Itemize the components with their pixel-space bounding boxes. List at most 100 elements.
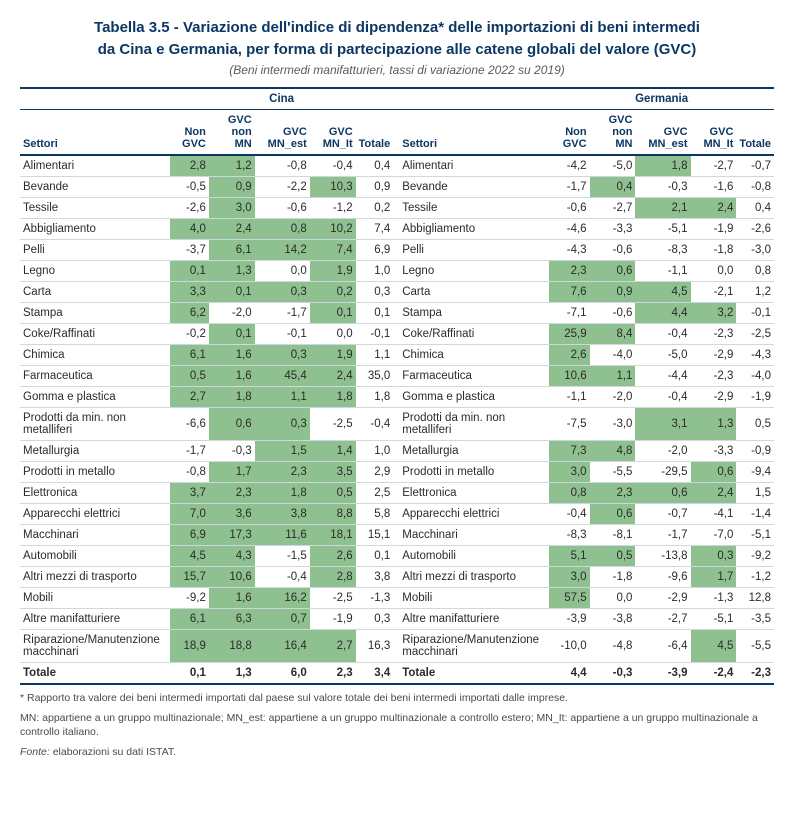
sector-label: Gomma e plastica: [20, 386, 170, 407]
cell-germ: 1,5: [736, 482, 774, 503]
cell-cina: 1,8: [255, 482, 310, 503]
cell-cina: 4,3: [209, 545, 255, 566]
sector-label: Automobili: [20, 545, 170, 566]
cell-cina: 15,1: [356, 524, 394, 545]
cell-cina: 18,9: [170, 629, 209, 662]
cell-germ: -8,1: [590, 524, 636, 545]
sector-label: Prodotti in metallo: [399, 461, 549, 482]
sector-label: Macchinari: [399, 524, 549, 545]
cell-germ: -4,6: [549, 218, 589, 239]
col-g2: GVC MN_est: [635, 109, 690, 155]
cell-germ: -8,3: [635, 239, 690, 260]
cell-cina: -1,7: [170, 440, 209, 461]
cell-cina: 4,0: [170, 218, 209, 239]
sector-label: Apparecchi elettrici: [20, 503, 170, 524]
cell-cina: 0,1: [209, 323, 255, 344]
total-cina: 3,4: [356, 662, 394, 684]
col-g4: Totale: [736, 109, 774, 155]
cell-cina: 4,5: [170, 545, 209, 566]
cell-germ: 0,5: [590, 545, 636, 566]
cell-germ: 0,0: [691, 260, 737, 281]
sector-label: Farmaceutica: [20, 365, 170, 386]
sector-label: Altre manifatturiere: [399, 608, 549, 629]
sector-label: Prodotti da min. non metalliferi: [399, 407, 549, 440]
cell-germ: -2,3: [691, 323, 737, 344]
cell-germ: -4,0: [736, 365, 774, 386]
col-c1: GVC non MN: [209, 109, 255, 155]
cell-cina: 2,3: [209, 482, 255, 503]
cell-cina: -0,1: [356, 323, 394, 344]
cell-cina: 1,5: [255, 440, 310, 461]
cell-germ: 2,6: [549, 344, 589, 365]
cell-germ: -3,3: [691, 440, 737, 461]
cell-cina: 2,4: [209, 218, 255, 239]
cell-cina: 1,0: [356, 260, 394, 281]
total-germ: -0,3: [590, 662, 636, 684]
cell-germ: -2,6: [736, 218, 774, 239]
cell-cina: 2,3: [255, 461, 310, 482]
sector-label: Automobili: [399, 545, 549, 566]
cell-cina: -0,8: [255, 155, 310, 177]
cell-cina: 0,2: [310, 281, 356, 302]
cell-cina: 6,2: [170, 302, 209, 323]
sector-label: Tessile: [399, 197, 549, 218]
cell-cina: 0,2: [356, 197, 394, 218]
total-cina: 2,3: [310, 662, 356, 684]
cell-cina: 6,9: [170, 524, 209, 545]
header-group-row: Cina Germania: [20, 88, 774, 110]
cell-cina: 6,1: [170, 344, 209, 365]
table-row: Macchinari6,917,311,618,115,1Macchinari-…: [20, 524, 774, 545]
cell-germ: -0,4: [549, 503, 589, 524]
cell-germ: -5,1: [691, 608, 737, 629]
cell-germ: 7,6: [549, 281, 589, 302]
cell-cina: 16,3: [356, 629, 394, 662]
sector-label: Prodotti da min. non metalliferi: [20, 407, 170, 440]
cell-germ: -0,7: [635, 503, 690, 524]
group-cina: Cina: [170, 88, 393, 110]
cell-germ: 57,5: [549, 587, 589, 608]
table-title-line1: Tabella 3.5 - Variazione dell'indice di …: [20, 18, 774, 38]
cell-cina: -1,5: [255, 545, 310, 566]
cell-cina: 6,1: [209, 239, 255, 260]
col-c4: Totale: [356, 109, 394, 155]
cell-germ: -7,5: [549, 407, 589, 440]
cell-cina: 17,3: [209, 524, 255, 545]
cell-germ: 0,6: [691, 461, 737, 482]
cell-germ: -2,9: [691, 386, 737, 407]
table-row: Abbigliamento4,02,40,810,27,4Abbigliamen…: [20, 218, 774, 239]
cell-germ: -3,3: [590, 218, 636, 239]
sector-label: Gomma e plastica: [399, 386, 549, 407]
cell-cina: 3,3: [170, 281, 209, 302]
sector-label: Riparazione/Manutenzione macchinari: [399, 629, 549, 662]
cell-germ: 0,0: [590, 587, 636, 608]
cell-cina: 3,7: [170, 482, 209, 503]
cell-cina: 1,4: [310, 440, 356, 461]
cell-cina: 1,8: [356, 386, 394, 407]
total-cina: 0,1: [170, 662, 209, 684]
cell-cina: 1,0: [356, 440, 394, 461]
cell-germ: 7,3: [549, 440, 589, 461]
cell-germ: -8,3: [549, 524, 589, 545]
sector-label: Abbigliamento: [399, 218, 549, 239]
cell-cina: 10,2: [310, 218, 356, 239]
table-row: Prodotti in metallo-0,81,72,33,52,9Prodo…: [20, 461, 774, 482]
table-row: Legno0,11,30,01,91,0Legno2,30,6-1,10,00,…: [20, 260, 774, 281]
cell-cina: 16,4: [255, 629, 310, 662]
total-label: Totale: [20, 662, 170, 684]
cell-germ: -2,3: [691, 365, 737, 386]
cell-germ: 8,4: [590, 323, 636, 344]
cell-germ: -1,8: [691, 239, 737, 260]
cell-germ: -0,4: [635, 386, 690, 407]
sector-label: Alimentari: [399, 155, 549, 177]
cell-germ: -1,3: [691, 587, 737, 608]
cell-germ: 2,3: [549, 260, 589, 281]
cell-germ: -1,1: [549, 386, 589, 407]
cell-cina: -0,1: [255, 323, 310, 344]
cell-cina: 2,4: [310, 365, 356, 386]
cell-germ: 0,8: [736, 260, 774, 281]
cell-cina: 0,4: [356, 155, 394, 177]
cell-germ: 5,1: [549, 545, 589, 566]
col-g1: GVC non MN: [590, 109, 636, 155]
table-row: Metallurgia-1,7-0,31,51,41,0Metallurgia7…: [20, 440, 774, 461]
cell-cina: 6,3: [209, 608, 255, 629]
